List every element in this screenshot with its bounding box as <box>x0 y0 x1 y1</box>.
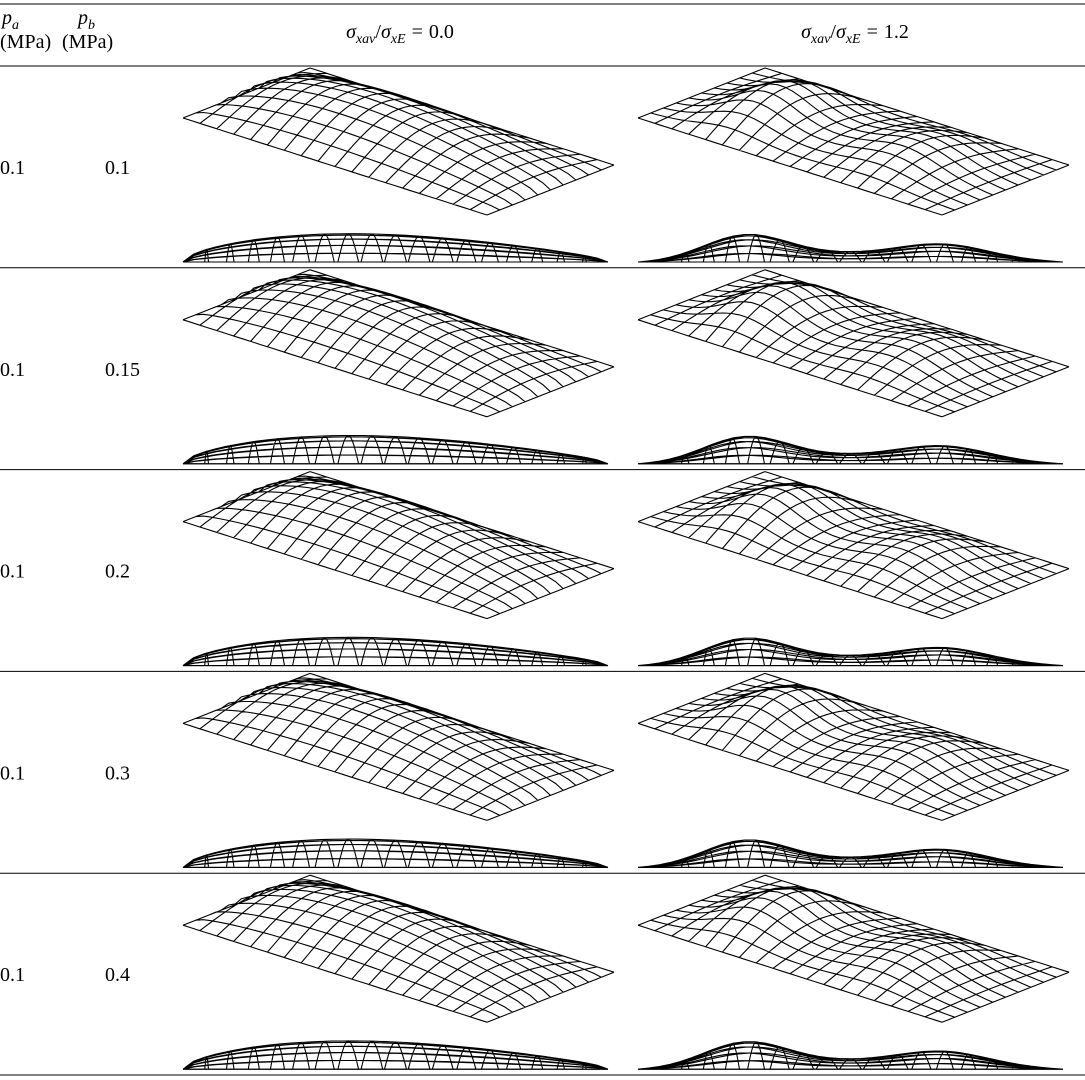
mesh-side-view <box>637 233 1064 263</box>
pa-value: 0.1 <box>0 157 25 179</box>
mesh-surface <box>182 471 615 620</box>
header-pa-unit: (MPa) <box>0 31 51 53</box>
pb-value: 0.2 <box>105 561 130 583</box>
mesh-surface <box>182 67 615 216</box>
mesh-surface <box>182 874 615 1023</box>
mesh-side-view <box>182 434 609 465</box>
pb-value: 0.3 <box>105 762 130 784</box>
mesh-side-view <box>637 1041 1064 1070</box>
pa-value: 0.1 <box>0 762 25 784</box>
header-pa: pa <box>0 7 19 33</box>
header-pb-unit: (MPa) <box>62 31 113 53</box>
mesh-surface <box>637 874 1070 1023</box>
pa-value: 0.1 <box>0 359 25 381</box>
mesh-surface <box>637 269 1070 418</box>
header-ratio-2: σxav/σxE = 1.2 <box>801 21 909 47</box>
mesh-surface <box>637 471 1070 620</box>
pa-value: 0.1 <box>0 964 25 986</box>
header-ratio-1: σxav/σxE = 0.0 <box>346 21 454 47</box>
mesh-surface <box>637 672 1070 821</box>
pb-value: 0.1 <box>105 157 130 179</box>
mesh-side-view <box>182 1040 609 1070</box>
mesh-side-view <box>182 233 609 263</box>
mesh-side-view <box>637 637 1064 667</box>
pb-value: 0.4 <box>105 964 130 986</box>
mesh-surface <box>182 672 615 821</box>
mesh-side-view <box>182 838 609 868</box>
mesh-side-view <box>637 839 1064 868</box>
mesh-surface <box>182 269 615 418</box>
mesh-side-view <box>637 435 1064 465</box>
pa-value: 0.1 <box>0 561 25 583</box>
mesh-side-view <box>182 636 609 667</box>
pb-value: 0.15 <box>105 359 140 381</box>
header-pb: pb <box>76 7 95 33</box>
mesh-surface <box>637 67 1070 216</box>
